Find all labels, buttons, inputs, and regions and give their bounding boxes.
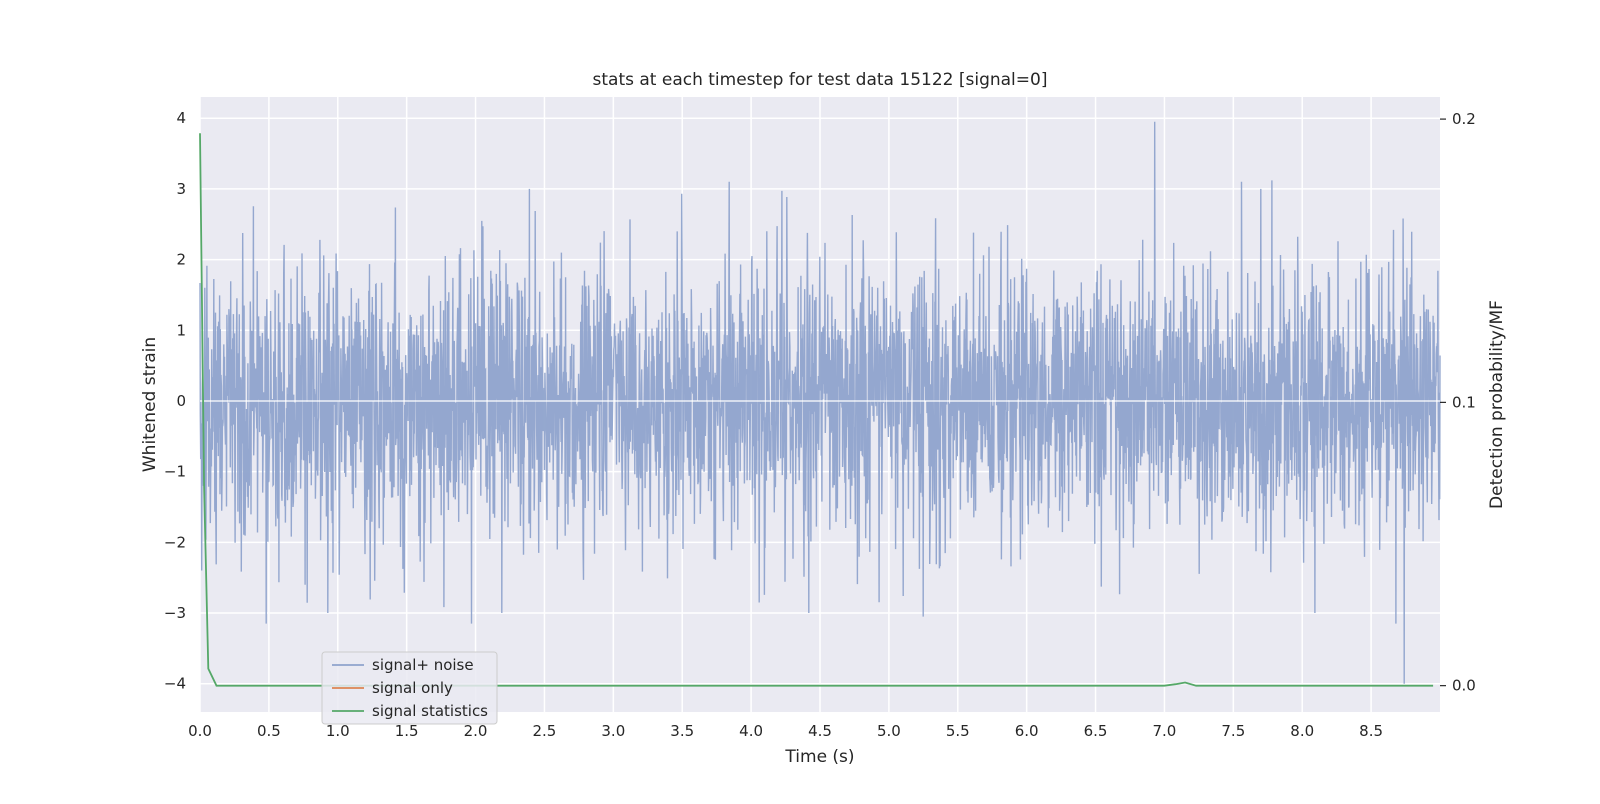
x-tick-label: 7.5	[1221, 722, 1245, 740]
x-tick-label: 8.0	[1290, 722, 1314, 740]
legend-label-signal-statistics: signal statistics	[372, 702, 488, 720]
y2-tick-label: 0.2	[1452, 110, 1476, 128]
y-tick-label: −3	[164, 604, 186, 622]
legend-box	[321, 651, 498, 725]
x-tick-label: 8.5	[1359, 722, 1383, 740]
y-tick-label: 2	[176, 251, 186, 269]
x-tick-label: 5.5	[946, 722, 970, 740]
x-tick-label: 5.0	[877, 722, 901, 740]
y-tick-label: −1	[164, 463, 186, 481]
legend: signal+ noise signal only signal statist…	[321, 651, 498, 725]
y-tick-label: 1	[176, 321, 186, 339]
x-tick-label: 6.0	[1015, 722, 1039, 740]
series-line-signal-noise	[199, 121, 1441, 684]
y2-axis-label: Detection probability/MF	[1487, 300, 1507, 509]
legend-label-signal-noise: signal+ noise	[372, 656, 474, 674]
series-layer	[199, 121, 1441, 687]
x-axis-label: Time (s)	[784, 747, 854, 767]
y2-tick-label: 0.0	[1452, 677, 1476, 695]
x-tick-label: 4.5	[808, 722, 832, 740]
x-tick-label: 1.0	[326, 722, 350, 740]
x-tick-label: 3.5	[670, 722, 694, 740]
x-tick-label: 7.0	[1153, 722, 1177, 740]
x-tick-label: 4.0	[739, 722, 763, 740]
y-tick-label: 0	[176, 392, 186, 410]
axes-layer: 0.0 0.5 1.0 1.5 2.0 2.5 3.0 3.5 4.0 4.5 5.0 5.5 6.0 6…	[164, 109, 1476, 740]
chart-title: stats at each timestep for test data 151…	[593, 70, 1048, 90]
x-tick-label: 3.0	[601, 722, 625, 740]
y-tick-label: −2	[164, 533, 186, 551]
y2-tick-label: 0.1	[1452, 393, 1476, 411]
x-tick-label: 1.5	[395, 722, 419, 740]
x-tick-label: 0.5	[257, 722, 281, 740]
series-line-signal-statistics	[199, 133, 1434, 687]
x-tick-label: 2.0	[464, 722, 488, 740]
y-axis-label: Whitened strain	[140, 337, 160, 472]
y-tick-label: 4	[176, 109, 186, 127]
y-tick-label: −4	[164, 675, 186, 693]
legend-label-signal-only: signal only	[372, 679, 453, 697]
x-tick-label: 6.5	[1084, 722, 1108, 740]
x-tick-label: 0.0	[188, 722, 212, 740]
y-tick-label: 3	[176, 180, 186, 198]
x-tick-label: 2.5	[533, 722, 557, 740]
